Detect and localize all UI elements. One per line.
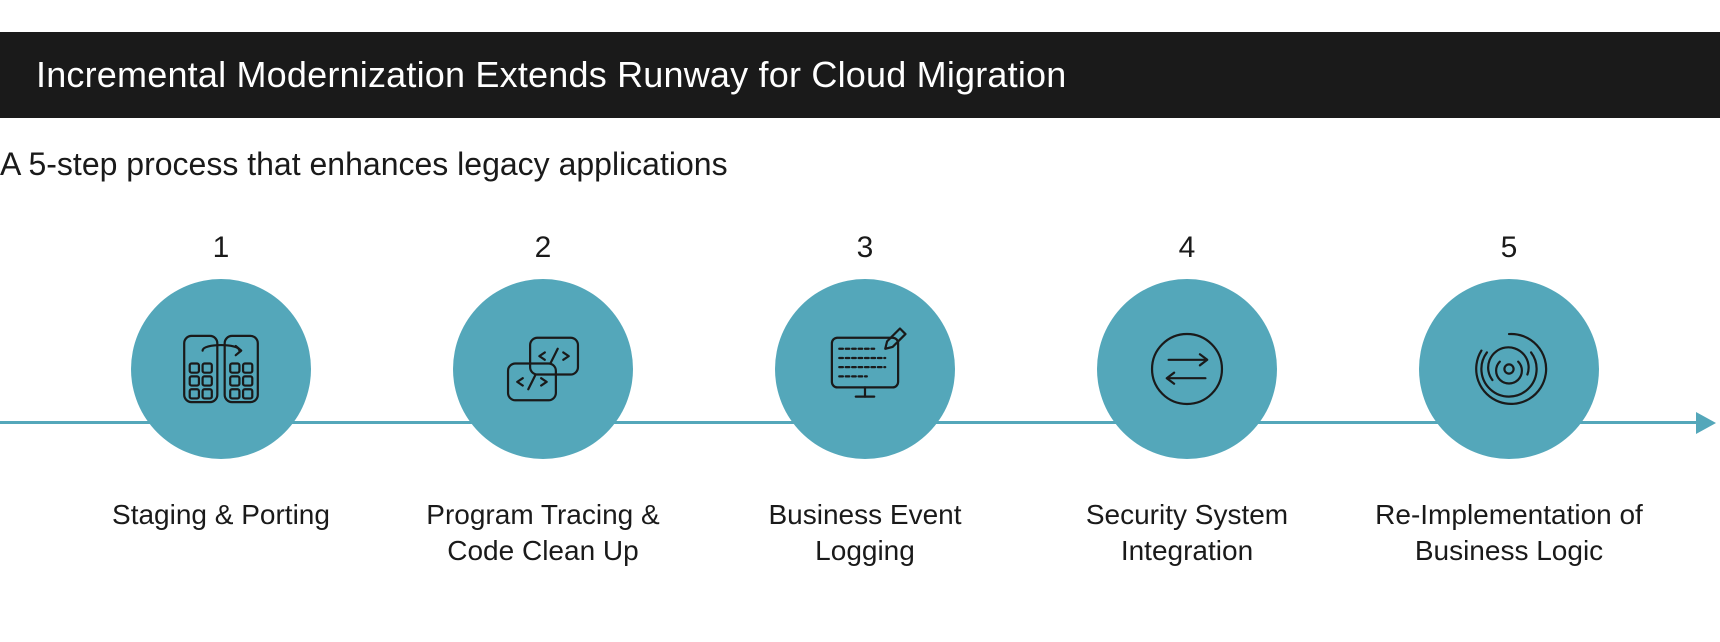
step-2: 2 Program Tracing & Code Clean Up — [382, 187, 704, 570]
step-1: 1 — [60, 187, 382, 570]
process-diagram: 1 — [0, 187, 1720, 607]
code-cleanup-icon — [497, 323, 589, 415]
step-circle — [775, 279, 955, 459]
step-label: Re-Implementation of Business Logic — [1359, 497, 1659, 570]
step-label: Program Tracing & Code Clean Up — [393, 497, 693, 570]
page-title: Incremental Modernization Extends Runway… — [36, 54, 1684, 96]
step-number: 1 — [213, 231, 230, 265]
steps-row: 1 — [0, 187, 1720, 570]
step-3: 3 Business Event Logging — [704, 187, 1026, 570]
event-log-icon — [819, 323, 911, 415]
step-5: 5 Re-Implementation of Business Logic — [1348, 187, 1670, 570]
step-4: 4 Security System Integration — [1026, 187, 1348, 570]
step-number: 2 — [535, 231, 552, 265]
step-circle — [131, 279, 311, 459]
step-number: 4 — [1179, 231, 1196, 265]
step-number: 3 — [857, 231, 874, 265]
step-circle — [1097, 279, 1277, 459]
security-integration-icon — [1141, 323, 1233, 415]
step-label: Security System Integration — [1037, 497, 1337, 570]
title-bar: Incremental Modernization Extends Runway… — [0, 32, 1720, 118]
subtitle: A 5-step process that enhances legacy ap… — [0, 118, 1720, 183]
step-circle — [1419, 279, 1599, 459]
step-circle — [453, 279, 633, 459]
step-label: Business Event Logging — [715, 497, 1015, 570]
maze-icon — [1463, 323, 1555, 415]
step-number: 5 — [1501, 231, 1518, 265]
porting-icon — [175, 323, 267, 415]
step-label: Staging & Porting — [112, 497, 330, 533]
